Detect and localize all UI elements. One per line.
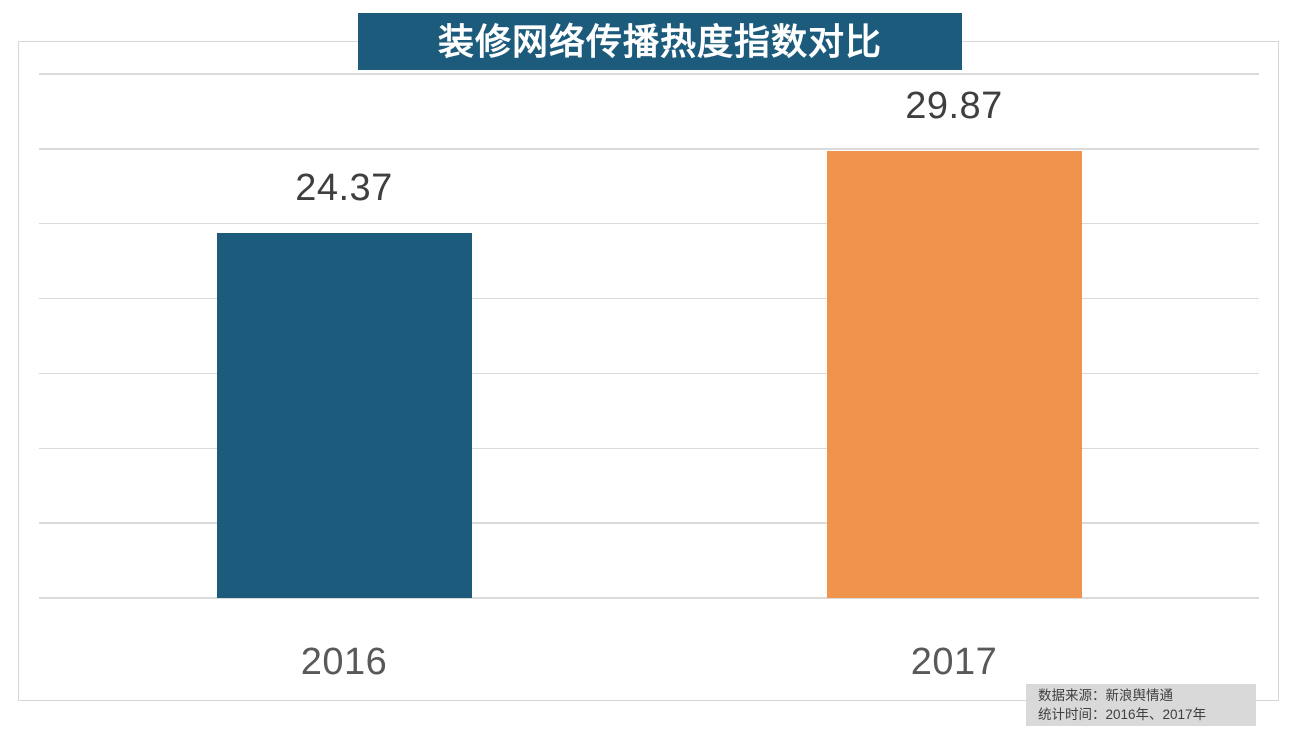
- gridline-30: [39, 148, 1259, 150]
- gridline-20: [39, 297, 1259, 300]
- value-label-2016: 24.37: [295, 167, 393, 210]
- chart-title: 装修网络传播热度指数对比: [358, 13, 962, 70]
- chart-panel: [18, 41, 1279, 701]
- gridline-15: [39, 372, 1259, 375]
- gridline-5: [39, 522, 1259, 524]
- gridline-35: [39, 73, 1259, 75]
- gridline-25: [39, 222, 1259, 225]
- gridline-10: [39, 447, 1259, 450]
- source-note: 数据来源：新浪舆情通 统计时间：2016年、2017年: [1026, 684, 1256, 726]
- bar-2017: [826, 150, 1082, 598]
- gridline-0: [39, 597, 1259, 599]
- source-line: 数据来源：新浪舆情通: [1038, 688, 1173, 703]
- value-label-2017: 29.87: [905, 84, 1003, 127]
- period-line: 统计时间：2016年、2017年: [1038, 707, 1207, 722]
- bar-2016: [216, 233, 472, 598]
- axis-label-2016: 2016: [300, 641, 388, 683]
- axis-label-2017: 2017: [910, 641, 998, 683]
